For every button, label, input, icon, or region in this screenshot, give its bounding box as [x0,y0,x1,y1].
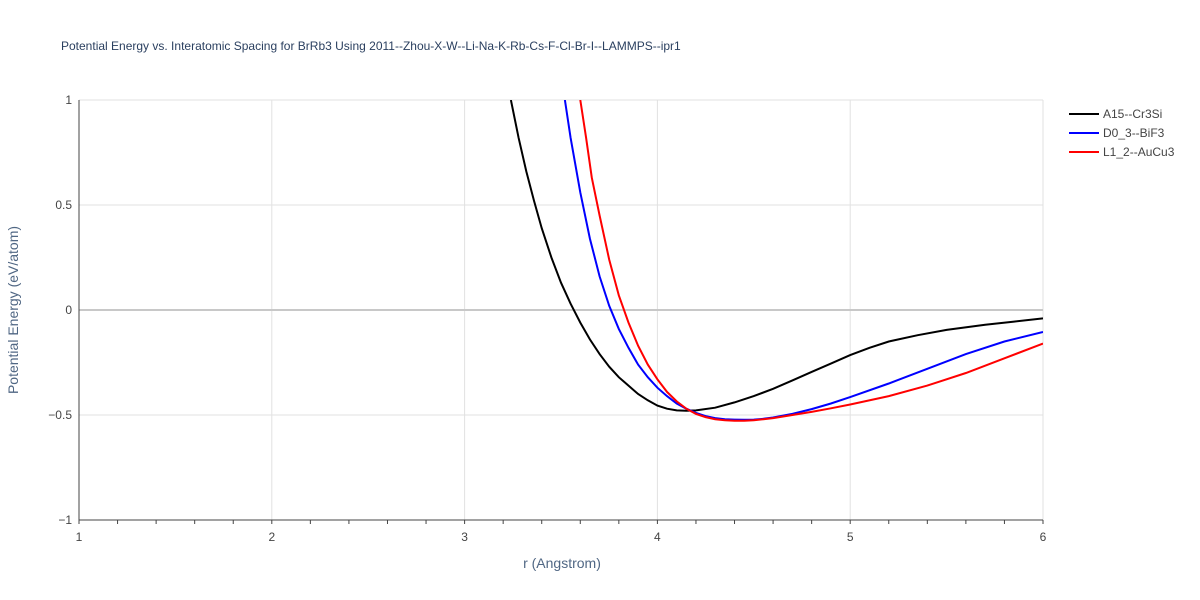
plot-area [509,100,1043,422]
series-line-0 [509,100,1043,412]
legend-label: A15--Cr3Si [1103,107,1162,121]
series-line-1 [563,100,1043,421]
y-tick-label: −1 [58,513,72,527]
y-axis-title: Potential Energy (eV/atom) [5,226,21,394]
chart-title: Potential Energy vs. Interatomic Spacing… [61,39,681,53]
x-tick-label: 5 [847,530,854,544]
x-tick-label: 1 [76,530,83,544]
x-axis-title: r (Angstrom) [523,555,601,571]
series-line-2 [579,100,1043,422]
y-tick-label: 0 [65,303,72,317]
legend-label: D0_3--BiF3 [1103,126,1165,140]
x-tick-label: 3 [461,530,468,544]
y-tick-label: 0.5 [55,198,72,212]
legend: A15--Cr3Si D0_3--BiF3 L1_2--AuCu3 [1069,107,1175,159]
x-tick-label: 2 [268,530,275,544]
tick-labels: 1 2 3 4 5 6 −1 −0.5 0 0.5 1 [48,93,1046,544]
x-tick-label: 4 [654,530,661,544]
x-tick-label: 6 [1040,530,1047,544]
legend-label: L1_2--AuCu3 [1103,145,1175,159]
y-tick-label: −0.5 [48,408,72,422]
y-tick-label: 1 [65,93,72,107]
grid [78,99,1044,524]
